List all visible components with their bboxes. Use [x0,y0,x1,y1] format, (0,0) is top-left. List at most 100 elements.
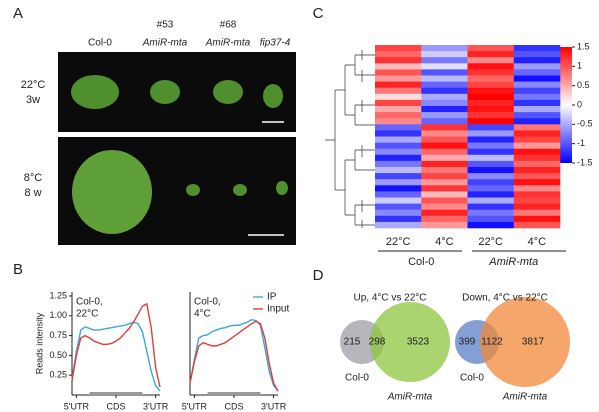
cds-region [207,392,261,396]
heat-cell [421,179,468,186]
set-label: Col-0 [345,373,369,384]
heat-cell [467,167,515,174]
dendrogram [325,50,375,228]
venn-count: 1122 [481,337,503,348]
heat-cell [513,167,561,174]
heat-cell [375,57,422,64]
venn-title: Down, 4°C vs 22°C [462,293,548,304]
set-label: Col-0 [460,373,484,384]
y-tick-label: 0.50 [49,350,67,360]
heat-cell [467,57,515,64]
heat-cell [513,221,561,229]
heat-cell [467,75,515,82]
heat-cell [513,51,561,58]
venn-set [370,302,450,382]
column-label: Col-0 [88,38,112,49]
heat-cell [375,179,422,186]
y-axis-label: Reads intensity [34,312,44,374]
heat-cell [467,63,515,70]
legend-label: IP [267,292,277,303]
heat-cell [421,191,468,198]
heat-cell [467,209,515,217]
heat-cell [375,93,422,101]
column-label: AmiR-mta [205,38,251,49]
heat-cell [513,81,561,88]
panel-label: C [313,5,324,22]
heat-cell [513,173,561,180]
heat-cell [513,142,561,149]
heat-cell [375,99,422,107]
colorbar-label: -1.5 [577,157,593,167]
heat-cell [513,197,561,204]
heat-cell [421,124,468,131]
heat-cell [513,93,561,101]
heat-cell [421,81,468,88]
column-label: 22°C [386,236,411,248]
heat-cell [467,197,515,204]
heat-cell [421,106,468,113]
heat-cell [375,173,422,180]
colorbar-label: 0.5 [577,80,590,90]
colorbar-label: 0 [577,99,582,109]
heat-cell [375,191,422,198]
heat-cell [467,148,515,156]
heat-cell [375,51,422,58]
heat-cell [375,142,422,149]
colorbar [560,47,572,163]
heat-cell [375,63,422,70]
heat-cell [375,124,422,131]
legend-label: Input [267,304,289,315]
heat-cell [421,93,468,101]
column-label: #68 [220,20,237,31]
heat-cell [421,136,468,143]
heat-cell [375,215,422,223]
heat-cell [421,142,468,149]
heat-cell [467,118,515,125]
set-label: AmiR-mta [502,392,548,403]
heat-cell [375,118,422,125]
heat-cell [467,179,515,186]
x-tick-label: 3'UTR [261,401,287,411]
heat-cell [375,221,422,229]
heat-cell [513,45,561,52]
heat-cell [513,148,561,156]
heat-cell [421,215,468,223]
heat-cell [375,81,422,88]
heat-cell [421,154,468,162]
heat-cell [513,69,561,76]
heat-cell [421,185,468,192]
heat-cell [375,69,422,76]
heat-cell [513,154,561,162]
venn-count: 3817 [522,337,545,348]
heat-cell [513,215,561,223]
heat-cell [375,112,422,119]
heat-cell [513,185,561,192]
heat-cell [421,45,468,52]
heat-cell [421,221,468,229]
venn-count: 215 [344,337,361,348]
heat-cell [467,87,515,95]
column-label: #53 [157,20,174,31]
heat-cell [467,99,515,107]
heat-cell [513,99,561,107]
line [71,321,161,392]
heat-cell [421,118,468,125]
group-label: Col-0 [408,256,434,268]
heat-cell [467,69,515,76]
heat-cell [421,209,468,217]
heat-cell [467,215,515,223]
x-tick-label: 5'UTR [64,401,90,411]
heat-cell [513,75,561,82]
y-tick-label: 1.00 [49,310,67,320]
row-label: 8 w [24,187,41,199]
heat-cell [421,57,468,64]
heat-cell [513,106,561,113]
heat-cell [467,93,515,101]
panel-label: D [313,267,324,284]
heat-cell [513,118,561,125]
heat-cell [513,209,561,217]
heat-cell [421,197,468,204]
venn-set [480,297,570,387]
colorbar-label: 1 [577,61,582,71]
